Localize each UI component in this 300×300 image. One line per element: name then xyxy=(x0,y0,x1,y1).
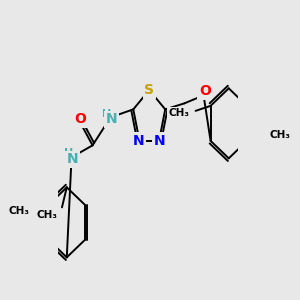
Text: O: O xyxy=(199,84,211,98)
Text: S: S xyxy=(144,83,154,97)
Text: H: H xyxy=(64,148,73,158)
Text: N: N xyxy=(66,152,78,166)
Text: CH₃: CH₃ xyxy=(270,130,291,140)
Text: CH₃: CH₃ xyxy=(8,206,29,216)
Text: N: N xyxy=(106,112,118,126)
Text: N: N xyxy=(133,134,145,148)
Text: H: H xyxy=(102,109,112,119)
Text: CH₃: CH₃ xyxy=(169,108,190,118)
Text: CH₃: CH₃ xyxy=(36,210,57,220)
Text: O: O xyxy=(74,112,86,126)
Text: N: N xyxy=(154,134,166,148)
